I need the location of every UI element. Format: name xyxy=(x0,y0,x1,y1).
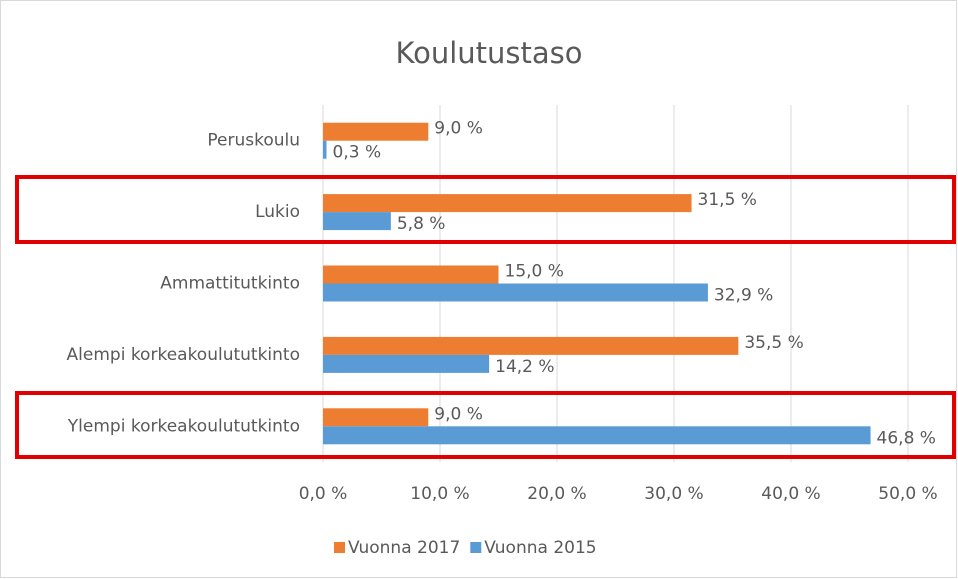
bar xyxy=(323,194,692,213)
data-label: 0,3 % xyxy=(333,143,382,163)
y-tick-label: Alempi korkeakoulututkinto xyxy=(67,345,300,365)
bar xyxy=(323,426,871,445)
chart-title: Koulutustaso xyxy=(396,36,583,70)
data-label: 9,0 % xyxy=(434,404,483,424)
bar xyxy=(323,265,499,284)
bar xyxy=(323,336,739,355)
bar xyxy=(323,140,327,159)
x-tick-label: 10,0 % xyxy=(410,484,469,504)
data-label: 5,8 % xyxy=(397,214,446,234)
bar xyxy=(323,122,429,141)
legend-label: Vuonna 2015 xyxy=(484,538,596,558)
bar xyxy=(323,212,391,231)
legend-swatch xyxy=(334,542,345,553)
data-label: 32,9 % xyxy=(714,286,773,306)
legend-swatch xyxy=(470,542,482,553)
data-label: 46,8 % xyxy=(877,428,936,448)
legend-label: Vuonna 2017 xyxy=(348,538,460,558)
bar xyxy=(323,354,490,373)
y-tick-label: Lukio xyxy=(255,202,300,222)
y-tick-label: Peruskoulu xyxy=(207,131,300,151)
x-tick-label: 50,0 % xyxy=(878,484,937,504)
data-label: 31,5 % xyxy=(698,190,757,210)
x-tick-label: 30,0 % xyxy=(644,484,703,504)
data-label: 15,0 % xyxy=(505,262,564,282)
x-tick-label: 0,0 % xyxy=(299,484,348,504)
highlight-box xyxy=(15,391,956,459)
data-label: 9,0 % xyxy=(434,119,483,139)
bar xyxy=(323,283,708,302)
y-tick-label: Ylempi korkeakoulututkinto xyxy=(67,416,300,436)
y-tick-label: Ammattitutkinto xyxy=(160,274,300,294)
x-tick-label: 40,0 % xyxy=(761,484,820,504)
x-tick-label: 20,0 % xyxy=(527,484,586,504)
data-label: 35,5 % xyxy=(744,333,803,353)
plot-area: 0,0 % 10,0 % 20,0 % 30,0 % 40,0 % 50,0 % Perus… xyxy=(67,105,938,558)
data-label: 14,2 % xyxy=(495,357,554,377)
highlight-box xyxy=(15,175,956,244)
bar xyxy=(323,408,429,427)
